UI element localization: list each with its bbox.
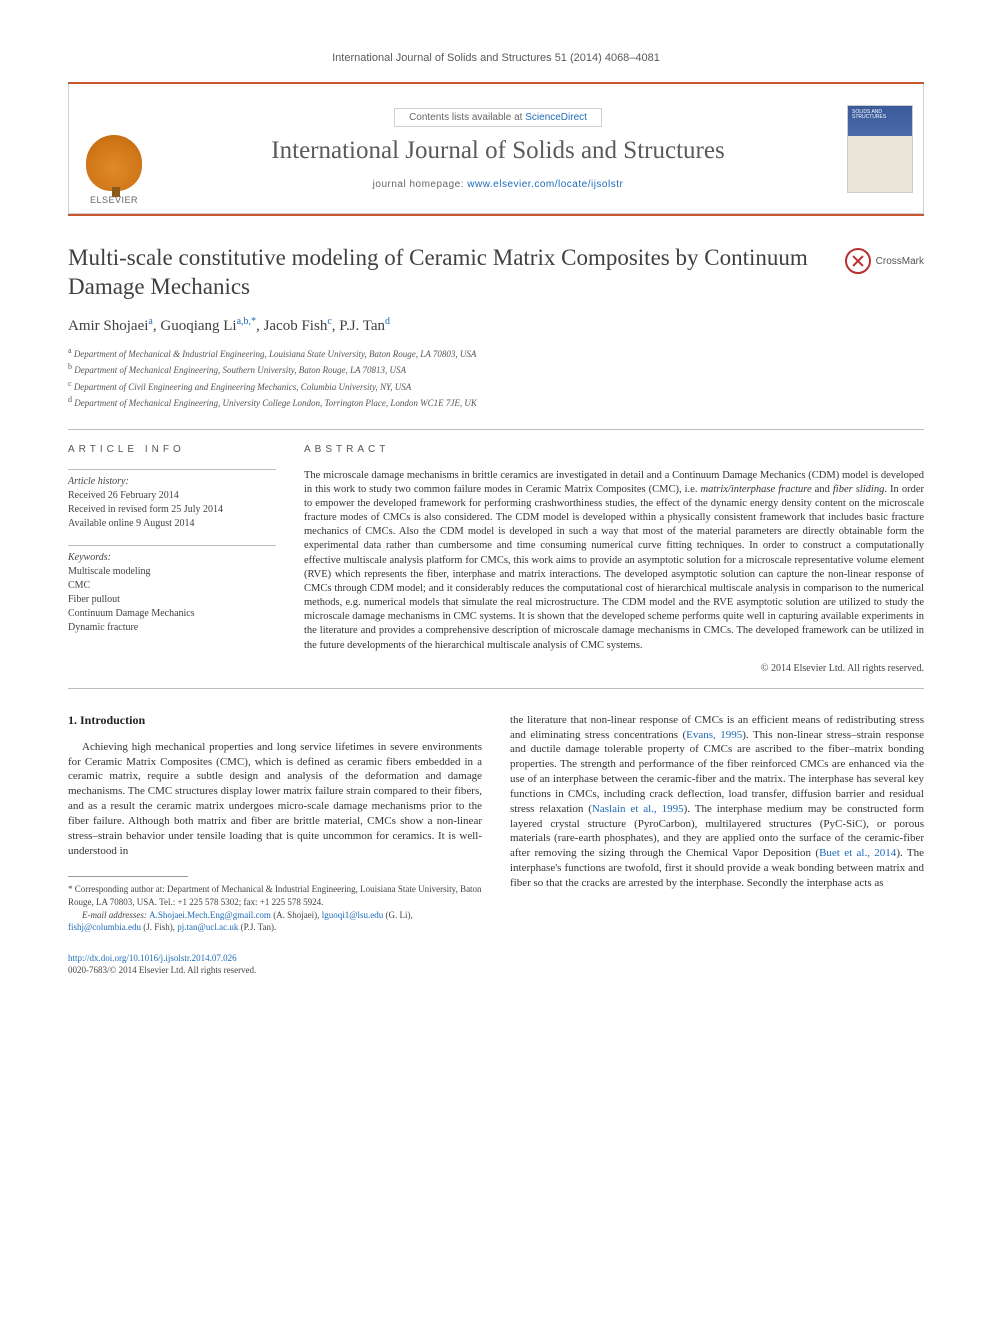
sciencedirect-link[interactable]: ScienceDirect	[525, 112, 587, 123]
article-info-col: ARTICLE INFO Article history: Received 2…	[68, 444, 276, 674]
intro-right-text: the literature that non-linear response …	[510, 713, 924, 891]
kw-1: Multiscale modeling	[68, 565, 276, 579]
author-4: P.J. Tan	[339, 318, 385, 334]
e1-who: (A. Shojaei),	[271, 910, 322, 920]
cover-col: SOLIDS AND STRUCTURES	[837, 84, 923, 213]
ref-evans[interactable]: Evans, 1995	[686, 729, 742, 741]
footnote-rule	[68, 876, 188, 877]
crossmark-icon	[845, 248, 871, 274]
citation-journal: International Journal of Solids and Stru…	[332, 52, 552, 64]
homepage-link[interactable]: www.elsevier.com/locate/ijsolstr	[467, 179, 623, 190]
author-3: Jacob Fish	[264, 318, 328, 334]
article-title: Multi-scale constitutive modeling of Cer…	[68, 244, 825, 302]
received-date: Received 26 February 2014	[68, 489, 276, 503]
abstract-label: ABSTRACT	[304, 444, 924, 455]
kw-2: CMC	[68, 579, 276, 593]
affiliation-b: b Department of Mechanical Engineering, …	[68, 361, 924, 378]
history-heading: Article history:	[68, 476, 276, 487]
contents-prefix: Contents lists available at	[409, 112, 525, 123]
abs-i1: matrix/interphase fracture	[701, 484, 812, 495]
divider	[68, 429, 924, 430]
ref-naslain[interactable]: Naslain et al., 1995	[592, 803, 684, 815]
abstract-col: ABSTRACT The microscale damage mechanism…	[304, 444, 924, 674]
crossmark-label: CrossMark	[876, 256, 924, 267]
e3-who: (J. Fish),	[141, 922, 177, 932]
journal-name: International Journal of Solids and Stru…	[271, 137, 724, 165]
aff-c-text: Department of Civil Engineering and Engi…	[74, 382, 411, 392]
doi-block: http://dx.doi.org/10.1016/j.ijsolstr.201…	[68, 952, 482, 977]
author-1: Amir Shojaei	[68, 318, 148, 334]
abstract-copyright: © 2014 Elsevier Ltd. All rights reserved…	[304, 663, 924, 674]
e2-who: (G. Li),	[383, 910, 413, 920]
revised-date: Received in revised form 25 July 2014	[68, 503, 276, 517]
page-root: International Journal of Solids and Stru…	[0, 0, 992, 1017]
cover-label: SOLIDS AND STRUCTURES	[852, 110, 908, 121]
affiliation-a: a Department of Mechanical & Industrial …	[68, 345, 924, 362]
aff-d-text: Department of Mechanical Engineering, Un…	[74, 398, 477, 408]
abstract-text: The microscale damage mechanisms in brit…	[304, 469, 924, 653]
journal-cover-thumb: SOLIDS AND STRUCTURES	[847, 105, 913, 193]
aff-b-text: Department of Mechanical Engineering, So…	[74, 365, 406, 375]
citation-line: International Journal of Solids and Stru…	[68, 52, 924, 64]
ref-buet[interactable]: Buet et al., 2014	[819, 847, 896, 859]
affiliations: a Department of Mechanical & Industrial …	[68, 345, 924, 411]
journal-homepage: journal homepage: www.elsevier.com/locat…	[373, 179, 624, 190]
kw-5: Dynamic fracture	[68, 621, 276, 635]
section-1-heading: 1. Introduction	[68, 713, 482, 728]
kw-3: Fiber pullout	[68, 593, 276, 607]
author-2: Guoqiang Li	[160, 318, 236, 334]
intro-left-text: Achieving high mechanical properties and…	[68, 740, 482, 859]
e4-who: (P.J. Tan).	[238, 922, 276, 932]
email-1[interactable]: A.Shojaei.Mech.Eng@gmail.com	[149, 910, 271, 920]
affiliation-c: c Department of Civil Engineering and En…	[68, 378, 924, 395]
author-4-aff: d	[385, 316, 390, 327]
header-center: Contents lists available at ScienceDirec…	[159, 84, 837, 213]
kw-4: Continuum Damage Mechanics	[68, 607, 276, 621]
email-3[interactable]: fishj@columbia.edu	[68, 922, 141, 932]
article-info-label: ARTICLE INFO	[68, 444, 276, 455]
authors-line: Amir Shojaeia, Guoqiang Lia,b,*, Jacob F…	[68, 316, 924, 335]
info-abstract-row: ARTICLE INFO Article history: Received 2…	[68, 444, 924, 674]
email-4[interactable]: pj.tan@ucl.ac.uk	[177, 922, 238, 932]
doi-link[interactable]: http://dx.doi.org/10.1016/j.ijsolstr.201…	[68, 953, 237, 963]
title-row: Multi-scale constitutive modeling of Cer…	[68, 244, 924, 302]
crossmark-widget[interactable]: CrossMark	[845, 248, 924, 274]
intro-left-p: Achieving high mechanical properties and…	[68, 740, 482, 859]
issn-copyright: 0020-7683/© 2014 Elsevier Ltd. All right…	[68, 964, 482, 977]
divider-2	[68, 688, 924, 689]
body-columns: 1. Introduction Achieving high mechanica…	[68, 713, 924, 977]
online-date: Available online 9 August 2014	[68, 517, 276, 531]
keywords-block: Keywords: Multiscale modeling CMC Fiber …	[68, 545, 276, 635]
author-1-aff: a	[148, 316, 152, 327]
abs-c: . In order to empower the developed fram…	[304, 484, 924, 651]
publisher-logo-col: ELSEVIER	[69, 84, 159, 213]
corresponding-star: *	[251, 316, 256, 327]
journal-header: ELSEVIER Contents lists available at Sci…	[68, 84, 924, 214]
citation-vol: 51 (2014) 4068–4081	[555, 52, 660, 64]
article-history: Article history: Received 26 February 20…	[68, 469, 276, 531]
author-3-aff: c	[327, 316, 331, 327]
email-2[interactable]: lguoqi1@lsu.edu	[322, 910, 384, 920]
bottom-rule	[68, 214, 924, 216]
abs-b: and	[812, 484, 833, 495]
contents-available: Contents lists available at ScienceDirec…	[394, 108, 602, 127]
body-left-col: 1. Introduction Achieving high mechanica…	[68, 713, 482, 977]
fn-email-label: E-mail addresses:	[82, 910, 149, 920]
body-right-col: the literature that non-linear response …	[510, 713, 924, 977]
abs-i2: fiber sliding	[833, 484, 884, 495]
fn-corr-text: Corresponding author at: Department of M…	[68, 884, 482, 907]
affiliation-d: d Department of Mechanical Engineering, …	[68, 394, 924, 411]
homepage-prefix: journal homepage:	[373, 179, 468, 190]
elsevier-tree-icon	[86, 135, 142, 191]
author-2-aff: a,b,	[237, 316, 251, 327]
email-footnote: E-mail addresses: A.Shojaei.Mech.Eng@gma…	[68, 909, 482, 934]
aff-a-text: Department of Mechanical & Industrial En…	[74, 349, 477, 359]
corresponding-footnote: * Corresponding author at: Department of…	[68, 883, 482, 908]
keywords-heading: Keywords:	[68, 552, 276, 563]
